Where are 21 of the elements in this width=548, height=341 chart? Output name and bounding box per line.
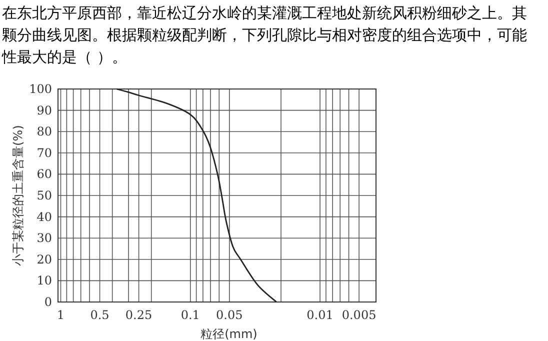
y-tick-label: 90 <box>36 103 52 118</box>
x-tick-label: 0.1 <box>180 308 200 322</box>
y-tick-label: 70 <box>36 146 52 160</box>
x-tick-label: 0.25 <box>125 308 152 322</box>
y-tick-label: 50 <box>36 188 52 202</box>
x-tick-label: 0.5 <box>90 308 110 322</box>
y-tick-label: 60 <box>36 167 52 182</box>
y-tick-label: 0 <box>44 295 52 309</box>
y-tick-label: 20 <box>36 252 52 266</box>
y-axis-title: 小于某粒径的土重含量(%) <box>11 125 25 266</box>
y-tick-label: 30 <box>36 231 52 246</box>
y-tick-label: 40 <box>36 210 52 224</box>
x-tick-label: 0.005 <box>342 308 376 322</box>
x-tick-label: 0.01 <box>306 308 334 322</box>
x-tick-label: 0.05 <box>216 308 243 322</box>
y-tick-label: 80 <box>36 124 52 139</box>
title: 在东北方平原西部，靠近松辽分水岭的某灌溉工程地处新统风积粉细砂之上。其颗分曲线见图。根据颗粒级配判断，下列孔隙比与相对密度的组合选项中，可能性最大的是（ ）。 <box>2 3 528 68</box>
x-tick-label: 1 <box>56 308 65 322</box>
y-tick-label: 100 <box>29 82 52 96</box>
y-tick-label: 10 <box>36 274 52 288</box>
x-axis-title: 粒径(mm) <box>200 327 258 341</box>
